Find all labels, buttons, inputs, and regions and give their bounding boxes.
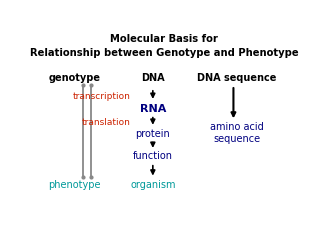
Text: function: function: [133, 151, 173, 161]
Text: phenotype: phenotype: [48, 180, 101, 190]
Text: genotype: genotype: [49, 73, 101, 83]
Text: organism: organism: [130, 180, 176, 190]
Text: transcription: transcription: [73, 92, 131, 101]
Text: translation: translation: [82, 118, 131, 127]
Text: DNA sequence: DNA sequence: [197, 73, 277, 83]
Text: RNA: RNA: [140, 104, 166, 114]
Text: Molecular Basis for
Relationship between Genotype and Phenotype: Molecular Basis for Relationship between…: [30, 34, 298, 58]
Text: DNA: DNA: [141, 73, 165, 83]
Text: amino acid
sequence: amino acid sequence: [210, 122, 264, 144]
Text: protein: protein: [135, 129, 170, 139]
